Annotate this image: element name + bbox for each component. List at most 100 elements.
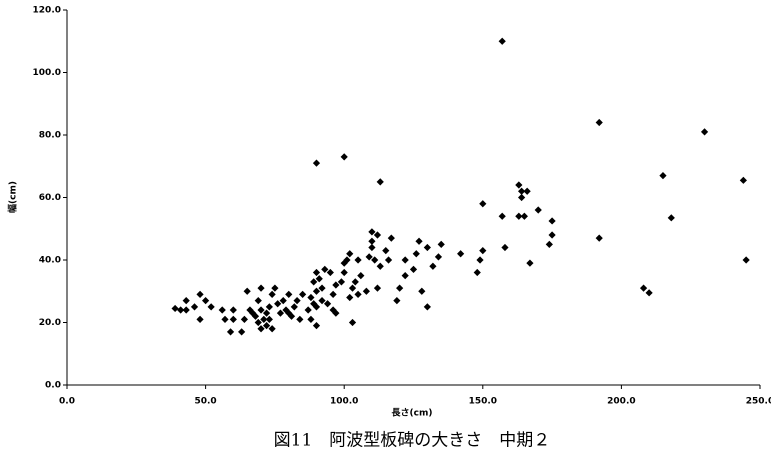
point (257, 306, 265, 314)
point (545, 240, 553, 248)
point (376, 262, 384, 270)
point (312, 303, 321, 311)
point (739, 176, 747, 184)
point (518, 187, 526, 195)
point (501, 243, 509, 252)
point (382, 247, 390, 255)
point (595, 234, 603, 242)
point (373, 231, 382, 239)
x-axis-title: 長さ(cm) (392, 408, 433, 419)
y-tick-label: 80.0 (39, 131, 61, 141)
point (318, 297, 326, 305)
point (457, 250, 465, 258)
point (307, 315, 315, 323)
point (409, 265, 418, 273)
point (595, 118, 603, 127)
point (515, 181, 523, 189)
point (639, 284, 648, 292)
point (348, 284, 357, 292)
point (340, 259, 348, 267)
point (260, 315, 268, 323)
point (312, 287, 321, 295)
point (285, 309, 293, 317)
point (312, 322, 321, 330)
point (257, 325, 265, 333)
point (274, 300, 282, 308)
point (177, 306, 185, 314)
point (368, 243, 376, 252)
point (548, 231, 556, 239)
point (412, 250, 420, 258)
y-tick-label: 40.0 (39, 256, 61, 266)
point (700, 128, 709, 136)
point (371, 256, 379, 264)
y-axis-title: 幅(cm) (7, 181, 19, 213)
y-tick-label: 120.0 (33, 6, 61, 16)
point (318, 284, 326, 292)
point (202, 297, 210, 305)
point (479, 247, 487, 255)
point (285, 290, 293, 298)
point (368, 228, 376, 236)
point (321, 265, 329, 273)
point (243, 287, 251, 295)
point (290, 303, 298, 311)
x-tick-label: 150.0 (469, 397, 497, 407)
point (229, 306, 237, 314)
point (518, 193, 526, 202)
point (523, 187, 531, 195)
point (229, 315, 237, 323)
point (742, 256, 750, 264)
y-tick-label: 20.0 (39, 318, 61, 328)
point (498, 37, 506, 45)
point (271, 284, 279, 292)
point (268, 290, 276, 298)
point (415, 237, 423, 245)
point (182, 306, 190, 314)
point (310, 278, 318, 286)
point (423, 243, 431, 252)
point (196, 290, 204, 298)
point (418, 287, 426, 295)
point (276, 309, 285, 317)
x-tick-label: 250.0 (746, 397, 771, 407)
point (262, 309, 271, 317)
point (645, 289, 653, 297)
point (326, 268, 334, 277)
point (240, 315, 249, 323)
point (429, 262, 437, 270)
point (323, 300, 332, 308)
point (357, 272, 365, 280)
point (218, 306, 226, 314)
point (340, 153, 348, 161)
point (346, 250, 354, 258)
point (254, 318, 262, 327)
point (307, 293, 315, 302)
point (387, 234, 395, 242)
point (332, 309, 340, 317)
x-tick-label: 200.0 (607, 397, 635, 407)
point (293, 297, 301, 305)
point (368, 237, 376, 245)
point (667, 214, 675, 222)
point (479, 200, 487, 208)
point (534, 206, 542, 214)
point (265, 303, 273, 311)
chart-title: 図11 阿波型板碑の大きさ 中期２ (274, 431, 551, 451)
x-tick-label: 0.0 (59, 397, 75, 407)
point (315, 275, 323, 283)
point (354, 256, 362, 264)
point (190, 303, 199, 311)
point (296, 315, 304, 323)
point (434, 253, 443, 261)
point (476, 256, 484, 264)
point (473, 268, 481, 277)
point (437, 240, 445, 248)
point (262, 322, 271, 330)
point (299, 290, 307, 298)
point (254, 297, 262, 305)
point (238, 328, 246, 336)
point (362, 287, 370, 295)
point (526, 259, 534, 267)
